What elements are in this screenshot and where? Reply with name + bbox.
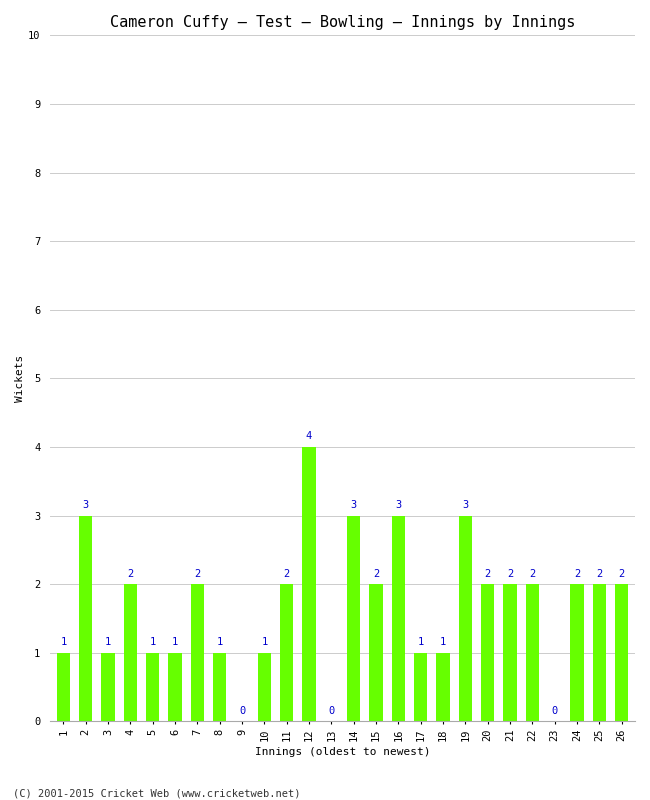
Text: 1: 1 xyxy=(417,638,424,647)
Bar xyxy=(190,584,204,722)
Text: 2: 2 xyxy=(507,569,513,578)
Bar xyxy=(257,653,271,722)
Text: 3: 3 xyxy=(395,500,402,510)
Bar xyxy=(302,447,316,722)
Bar xyxy=(124,584,137,722)
Bar xyxy=(481,584,495,722)
Text: 1: 1 xyxy=(105,638,111,647)
Text: 0: 0 xyxy=(328,706,335,716)
Text: 2: 2 xyxy=(373,569,379,578)
Text: 1: 1 xyxy=(261,638,268,647)
Text: 3: 3 xyxy=(350,500,357,510)
Title: Cameron Cuffy – Test – Bowling – Innings by Innings: Cameron Cuffy – Test – Bowling – Innings… xyxy=(110,15,575,30)
Bar xyxy=(213,653,226,722)
Bar xyxy=(503,584,517,722)
Bar xyxy=(459,515,472,722)
Bar xyxy=(593,584,606,722)
Text: 1: 1 xyxy=(60,638,66,647)
Text: 1: 1 xyxy=(172,638,178,647)
Bar xyxy=(391,515,405,722)
Text: 3: 3 xyxy=(83,500,89,510)
Text: 1: 1 xyxy=(150,638,156,647)
Text: (C) 2001-2015 Cricket Web (www.cricketweb.net): (C) 2001-2015 Cricket Web (www.cricketwe… xyxy=(13,788,300,798)
Text: 2: 2 xyxy=(619,569,625,578)
Text: 1: 1 xyxy=(440,638,446,647)
Text: 1: 1 xyxy=(216,638,223,647)
Bar xyxy=(101,653,115,722)
Text: 2: 2 xyxy=(529,569,536,578)
Text: 2: 2 xyxy=(283,569,290,578)
Bar xyxy=(526,584,539,722)
Text: 2: 2 xyxy=(194,569,200,578)
Bar xyxy=(369,584,383,722)
Bar xyxy=(570,584,584,722)
Bar xyxy=(57,653,70,722)
Text: 4: 4 xyxy=(306,431,312,442)
Text: 2: 2 xyxy=(127,569,133,578)
Bar xyxy=(436,653,450,722)
Text: 3: 3 xyxy=(462,500,469,510)
Y-axis label: Wickets: Wickets xyxy=(15,354,25,402)
Text: 2: 2 xyxy=(484,569,491,578)
Bar xyxy=(615,584,629,722)
Bar xyxy=(79,515,92,722)
Text: 0: 0 xyxy=(239,706,245,716)
Bar xyxy=(146,653,159,722)
Bar xyxy=(414,653,427,722)
Text: 2: 2 xyxy=(596,569,603,578)
X-axis label: Innings (oldest to newest): Innings (oldest to newest) xyxy=(255,747,430,757)
Text: 2: 2 xyxy=(574,569,580,578)
Bar xyxy=(280,584,293,722)
Bar xyxy=(347,515,360,722)
Bar xyxy=(168,653,182,722)
Text: 0: 0 xyxy=(551,706,558,716)
